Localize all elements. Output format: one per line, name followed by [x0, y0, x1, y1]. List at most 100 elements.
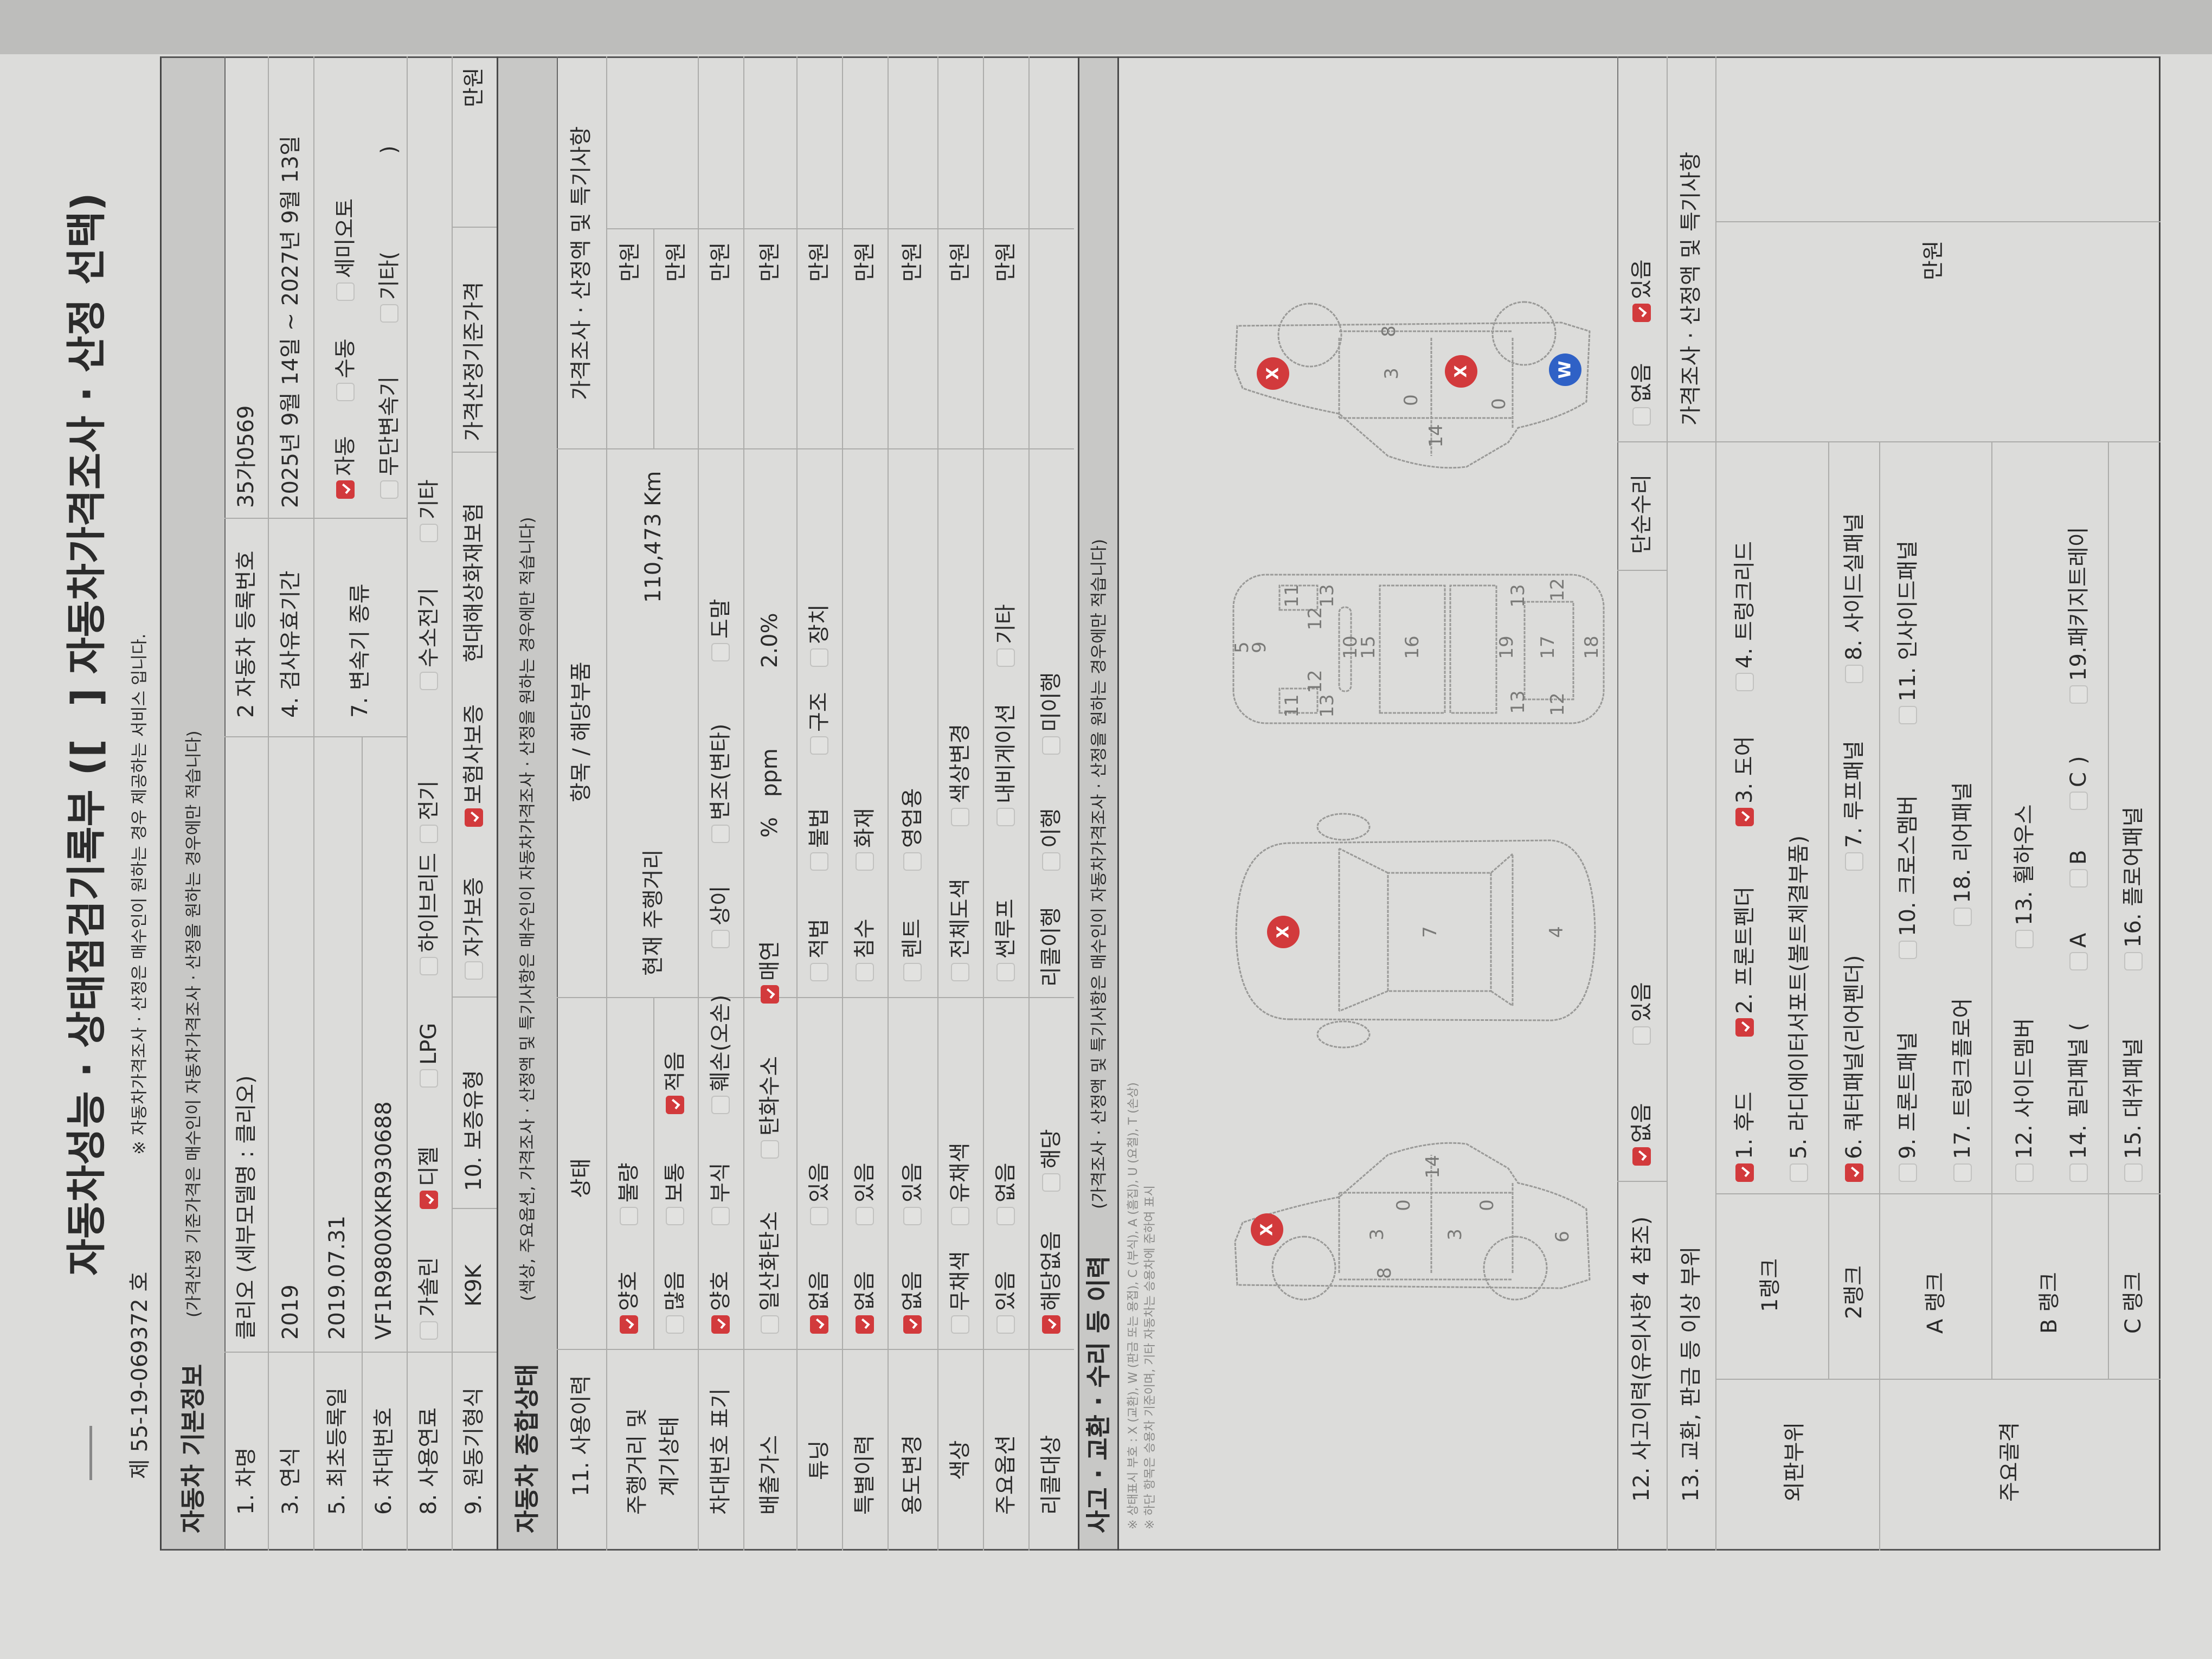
checkbox-icon[interactable]: [2124, 1163, 2143, 1182]
diagram-label: 3: [1366, 1229, 1388, 1240]
checkbox-icon[interactable]: [2069, 869, 2088, 888]
accident-none[interactable]: 없음: [1629, 1103, 1654, 1166]
checkbox-icon[interactable]: [1845, 852, 1863, 871]
checkbox-icon[interactable]: [2069, 1163, 2088, 1182]
checkbox-icon[interactable]: [2069, 685, 2088, 704]
simple-repair-none[interactable]: 없음: [1629, 363, 1654, 426]
diagram-label: 12: [1547, 578, 1568, 601]
part-side-sill-panel[interactable]: 8. 사이드실패널: [1842, 513, 1867, 683]
diagram-label: 19: [1496, 635, 1517, 659]
diagram-label: 11: [1281, 584, 1303, 607]
part-trunk-floor[interactable]: 17. 트렁크플로어: [1950, 998, 1975, 1182]
part-floor-panel[interactable]: 16. 플로어패널: [2121, 807, 2146, 970]
marker-label: X: [1258, 1223, 1277, 1236]
accident-yes[interactable]: 있음: [1629, 982, 1654, 1045]
checkbox-icon[interactable]: [1899, 706, 1917, 724]
checked-checkbox-icon[interactable]: [1632, 304, 1651, 322]
diagram-label: 18: [1581, 635, 1603, 659]
option-label: 9. 프론트패널: [1895, 1032, 1920, 1159]
option-label: 19.패키지트레이: [2066, 526, 2091, 681]
checkbox-icon[interactable]: [1790, 1163, 1808, 1182]
pillar-b[interactable]: B: [2066, 850, 2091, 888]
rank-2-label: 2랭크: [1842, 1265, 1867, 1319]
option-label: A: [2066, 933, 2091, 948]
checkbox-icon[interactable]: [2124, 952, 2143, 970]
checkbox-icon[interactable]: [2069, 952, 2088, 970]
pillar-c[interactable]: C: [2066, 772, 2091, 810]
option-label: 15. 대쉬패널: [2121, 1038, 2146, 1159]
checked-checkbox-icon[interactable]: [1845, 1163, 1863, 1182]
option-label: 없음: [1629, 1103, 1654, 1143]
diagram-label: 14: [1425, 424, 1447, 447]
option-label: 있음: [1629, 259, 1654, 299]
checkbox-icon[interactable]: [1899, 941, 1917, 959]
checked-checkbox-icon[interactable]: [1632, 1147, 1651, 1166]
checked-checkbox-icon[interactable]: [1735, 1018, 1754, 1037]
diagram-label: 0: [1476, 1199, 1498, 1211]
part-radiator-support[interactable]: 5. 라디에이터서포트(볼트체결부품): [1786, 835, 1811, 1182]
checkbox-icon[interactable]: [1899, 1163, 1917, 1182]
part-pillar-panel[interactable]: 14. 필러패널 (: [2066, 1023, 2091, 1182]
part-door[interactable]: 3. 도어: [1732, 736, 1757, 826]
part-inside-panel[interactable]: 11. 인사이드패널: [1895, 540, 1920, 724]
part-roof-panel[interactable]: 7. 루프패널: [1842, 741, 1867, 871]
option-label: 11. 인사이드패널: [1895, 540, 1920, 702]
checkbox-icon[interactable]: [2069, 792, 2088, 810]
option-label: 1. 후드: [1732, 1091, 1757, 1159]
checkbox-icon[interactable]: [2015, 930, 2034, 948]
checkbox-icon[interactable]: [1845, 665, 1863, 683]
part-wheel-house[interactable]: 13. 휠하우스: [2012, 804, 2037, 948]
option-label: 17. 트렁크플로어: [1950, 998, 1975, 1159]
diagram-label: 16: [1401, 635, 1423, 659]
checkbox-icon[interactable]: [1632, 1026, 1651, 1045]
checkbox-icon[interactable]: [2015, 1163, 2034, 1182]
diagram-label: 8: [1374, 1267, 1396, 1279]
part-hood[interactable]: 1. 후드: [1732, 1091, 1757, 1182]
diagram-label: 0: [1488, 398, 1510, 410]
marker-label: W: [1556, 361, 1575, 378]
diagram-label: 15: [1358, 635, 1379, 659]
simple-repair-yes[interactable]: 있음: [1629, 259, 1654, 322]
part-front-fender[interactable]: 2. 프론트펜더: [1732, 886, 1757, 1037]
checked-checkbox-icon[interactable]: [1735, 808, 1754, 826]
part-cross-member[interactable]: 10. 크로스멤버: [1895, 795, 1920, 959]
diagram-label: 13: [1507, 584, 1529, 607]
option-label: 있음: [1629, 982, 1654, 1022]
part-front-panel[interactable]: 9. 프론트패널: [1895, 1032, 1920, 1182]
rank-1-label: 1랭크: [1758, 1258, 1783, 1312]
diagram-label: 5: [1231, 641, 1253, 653]
diagram-label: 0: [1400, 394, 1422, 406]
rank-b-label: B 랭크: [2037, 1272, 2062, 1334]
checked-checkbox-icon[interactable]: [1735, 1163, 1754, 1182]
option-label: 18. 리어패널: [1950, 782, 1975, 903]
checkbox-icon[interactable]: [1735, 673, 1754, 691]
diagram-label: 4: [1546, 926, 1567, 938]
part-dash-panel[interactable]: 15. 대쉬패널: [2121, 1038, 2146, 1182]
marker-label: X: [1452, 365, 1471, 377]
checkbox-icon[interactable]: [1953, 1163, 1972, 1182]
checkbox-icon[interactable]: [1632, 407, 1651, 426]
option-label: 4. 트렁크리드: [1732, 541, 1757, 668]
option-label: 12. 사이드멤버: [2012, 1018, 2037, 1159]
pillar-a[interactable]: A: [2066, 933, 2091, 970]
exchange-marker-icon: [1267, 916, 1300, 948]
option-label: 5. 라디에이터서포트(볼트체결부품): [1786, 835, 1811, 1159]
weld-marker-icon: [1549, 353, 1581, 386]
accident-price-unit: 만원: [1921, 240, 1946, 280]
part-quarter-panel[interactable]: 6. 쿼터패널(리어펜더): [1842, 955, 1867, 1182]
group-outer-panels: 외판부위: [1782, 1422, 1807, 1502]
marker-label: X: [1264, 367, 1283, 380]
diagram-label: 13: [1507, 690, 1529, 713]
option-label: B: [2066, 850, 2091, 865]
part-rear-panel[interactable]: 18. 리어패널: [1950, 782, 1975, 926]
checkbox-icon[interactable]: [1953, 908, 1972, 926]
car-top-view-outline: [1235, 839, 1596, 1021]
accident-history-label: 12. 사고이력(유의사항 4 참조): [1629, 1216, 1654, 1502]
rank-c-label: C 랭크: [2121, 1271, 2146, 1334]
wheel-icon: [1491, 301, 1557, 366]
part-package-tray[interactable]: 19.패키지트레이: [2066, 526, 2091, 704]
exchange-marker-icon: [1251, 1213, 1283, 1246]
part-trunk-lid[interactable]: 4. 트렁크리드: [1732, 541, 1757, 691]
part-side-member[interactable]: 12. 사이드멤버: [2012, 1018, 2037, 1182]
